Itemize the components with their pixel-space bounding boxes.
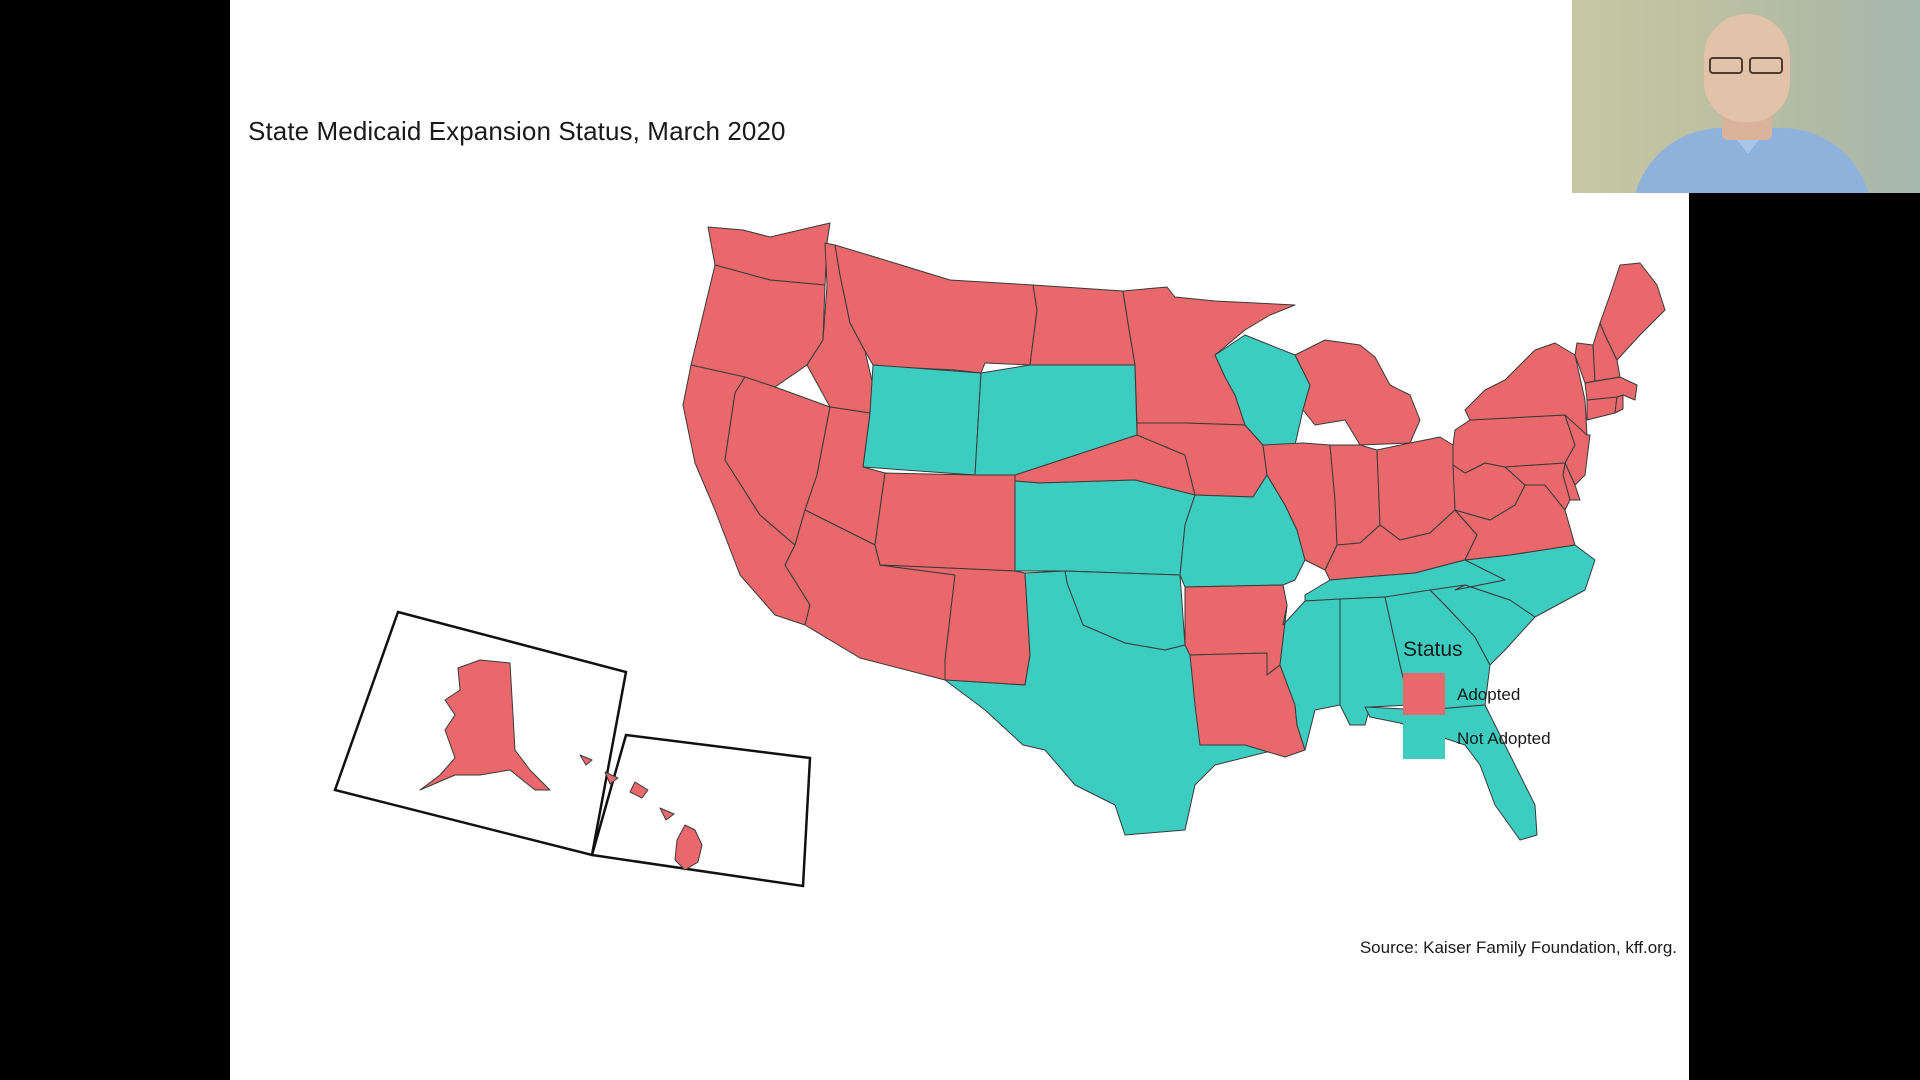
state-me xyxy=(1599,262,1666,361)
state-mi xyxy=(1294,339,1421,446)
state-md xyxy=(1504,462,1571,511)
state-in xyxy=(1329,444,1381,546)
legend-label-adopted: Adopted xyxy=(1457,685,1521,704)
state-ak xyxy=(419,659,551,791)
state-fl xyxy=(1364,704,1538,841)
state-co xyxy=(874,472,1016,572)
webcam-video xyxy=(1572,0,1920,193)
state-ks xyxy=(1014,479,1196,576)
legend-label-not-adopted: Not Adopted xyxy=(1457,729,1551,748)
slide: State Medicaid Expansion Status, March 2… xyxy=(230,0,1689,1080)
legend-swatch-not-adopted xyxy=(1403,717,1445,759)
hawaii-inset-frame xyxy=(590,733,812,888)
state-or xyxy=(690,264,826,388)
legend-title: Status xyxy=(1403,638,1463,661)
state-wy xyxy=(862,364,982,476)
state-hi xyxy=(579,754,703,871)
state-nj xyxy=(1564,414,1591,486)
map-title: State Medicaid Expansion Status, March 2… xyxy=(248,116,786,146)
source-note: Source: Kaiser Family Foundation, kff.or… xyxy=(1359,938,1677,957)
state-tx xyxy=(944,570,1291,836)
states-group xyxy=(419,222,1666,871)
us-choropleth-map xyxy=(333,222,1666,888)
state-nd xyxy=(1029,284,1136,368)
legend-swatch-adopted xyxy=(1403,673,1445,715)
state-ct xyxy=(1586,396,1618,421)
state-ms xyxy=(1279,598,1341,751)
state-ma xyxy=(1584,376,1638,401)
